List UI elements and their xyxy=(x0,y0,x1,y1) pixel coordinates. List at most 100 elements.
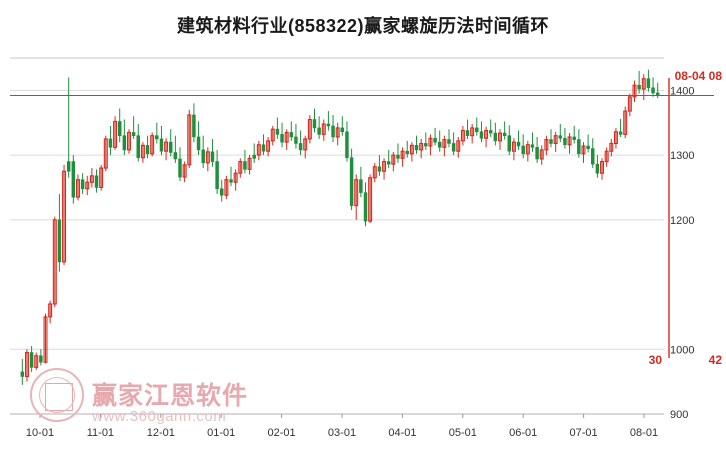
x-axis-tick-label: 11-01 xyxy=(87,427,114,439)
x-axis-tick-label: 03-01 xyxy=(328,427,356,439)
candle-body-up xyxy=(321,123,326,135)
candle-body-down xyxy=(618,131,623,135)
y-axis-tick-label: 1400 xyxy=(670,85,694,97)
candle-body-down xyxy=(131,132,136,136)
candle-body-down xyxy=(386,161,391,165)
x-axis-tick-label: 02-01 xyxy=(268,427,296,439)
candle-body-down xyxy=(377,166,382,172)
candle-body-down xyxy=(168,141,173,153)
candle-body-up xyxy=(409,144,414,155)
x-axis-tick-label: 05-01 xyxy=(449,427,477,439)
candle-body-down xyxy=(331,125,335,138)
candle-body-down xyxy=(479,131,484,139)
candle-body-down xyxy=(447,139,451,144)
chart-title: 建筑材料行业(858322)赢家螺旋历法时间循环 xyxy=(176,16,550,36)
candle-body-up xyxy=(62,170,67,263)
candle-body-up xyxy=(335,127,340,138)
candle-body-up xyxy=(391,154,396,165)
candle-body-down xyxy=(20,371,25,377)
candle-body-up xyxy=(233,172,238,183)
candle-body-down xyxy=(563,137,567,146)
candle-body-up xyxy=(539,149,544,160)
candle-body-down xyxy=(530,144,535,148)
candle-body-down xyxy=(66,161,71,172)
candle-body-up xyxy=(52,219,57,305)
candle-body-up xyxy=(182,164,187,178)
candle-body-up xyxy=(632,84,637,98)
y-axis-tick-label: 1200 xyxy=(670,215,694,227)
candle-body-down xyxy=(326,123,331,127)
candle-body-up xyxy=(247,157,252,170)
candle-body-down xyxy=(192,114,196,138)
candle-body-down xyxy=(312,119,317,129)
candle-body-up xyxy=(89,175,94,183)
candle-body-up xyxy=(368,177,373,222)
candle-body-up xyxy=(126,131,131,151)
candle-body-up xyxy=(623,110,628,135)
candle-body-up xyxy=(85,181,90,190)
candle-body-up xyxy=(609,142,614,152)
candle-body-down xyxy=(424,143,428,147)
candle-body-down xyxy=(215,161,219,190)
candle-body-up xyxy=(224,179,229,196)
candle-body-down xyxy=(159,138,164,152)
candle-body-up xyxy=(627,96,632,112)
candle-body-down xyxy=(298,143,303,151)
candle-body-up xyxy=(428,137,433,147)
candle-body-up xyxy=(400,150,405,159)
candle-body-up xyxy=(498,132,502,142)
candle-body-down xyxy=(122,135,127,151)
y-axis-tick-label: 900 xyxy=(670,409,688,421)
candle-body-up xyxy=(256,144,261,156)
candle-body-down xyxy=(39,355,43,363)
y-axis-tick-label: 1300 xyxy=(670,150,694,162)
x-axis-tick-label: 07-01 xyxy=(570,427,598,439)
candle-body-down xyxy=(136,135,140,158)
candle-body-down xyxy=(145,145,150,155)
candle-body-down xyxy=(363,192,368,222)
x-axis-tick-label: 08-01 xyxy=(630,427,658,439)
candle-body-up xyxy=(613,131,618,144)
candle-body-up xyxy=(567,136,572,146)
candle-body-down xyxy=(414,145,419,151)
candle-body-up xyxy=(525,144,530,155)
candle-body-down xyxy=(637,84,641,90)
candle-body-up xyxy=(456,140,461,152)
candle-body-down xyxy=(349,157,354,206)
candle-body-down xyxy=(294,136,298,144)
candle-body-down xyxy=(80,179,85,190)
candle-body-up xyxy=(484,129,489,139)
candle-body-down xyxy=(108,138,113,148)
candle-body-down xyxy=(275,128,280,135)
candle-body-down xyxy=(572,136,576,140)
x-axis-tick-label: 06-01 xyxy=(509,427,537,439)
candle-body-down xyxy=(289,132,294,138)
candle-body-up xyxy=(48,303,53,318)
candle-body-down xyxy=(261,144,266,152)
candle-body-up xyxy=(34,355,39,368)
candle-body-up xyxy=(266,140,271,152)
candle-body-up xyxy=(511,141,516,152)
candle-body-down xyxy=(646,78,651,89)
candle-body-down xyxy=(94,175,99,188)
candle-body-up xyxy=(24,351,29,378)
candle-body-up xyxy=(604,150,609,163)
candle-body-down xyxy=(651,87,655,94)
candle-body-up xyxy=(164,141,169,152)
candle-body-down xyxy=(155,135,159,140)
candle-body-down xyxy=(220,188,224,196)
marker-right-count-label: 42 xyxy=(709,353,723,367)
candle-body-down xyxy=(475,127,479,133)
candle-body-up xyxy=(205,151,210,164)
candle-body-up xyxy=(460,129,465,142)
candle-body-up xyxy=(470,127,475,137)
candle-body-down xyxy=(507,135,512,152)
candle-body-up xyxy=(581,145,586,155)
x-axis-tick-label: 04-01 xyxy=(388,427,416,439)
candle-body-up xyxy=(600,161,605,174)
candle-body-up xyxy=(382,161,387,172)
candle-body-up xyxy=(103,138,108,169)
candle-body-down xyxy=(437,141,442,148)
